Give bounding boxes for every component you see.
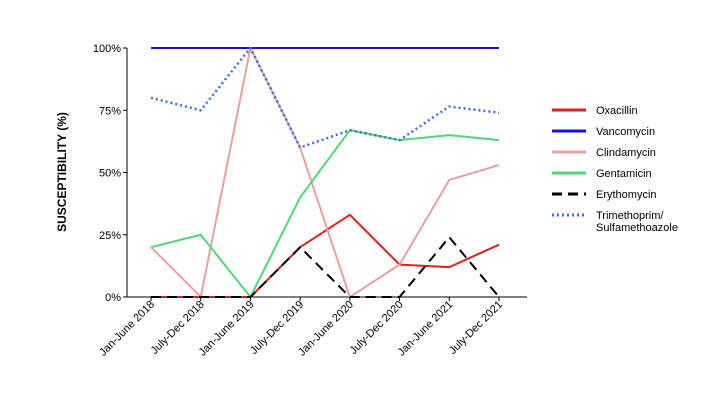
x-tick-label: July-Dec 2021 xyxy=(447,299,505,357)
legend: Oxacillin Vancomycin Clindamycin Gentamicin… xyxy=(552,105,678,234)
series-line-gentamicin xyxy=(150,129,500,298)
legend-label: Trimethoprim/ xyxy=(596,210,664,222)
legend-label: Vancomycin xyxy=(596,126,655,138)
legend-label: Gentamicin xyxy=(596,168,652,180)
y-tick-label: 0% xyxy=(105,292,121,304)
series-line-clindamycin xyxy=(150,47,500,298)
y-tick-label: 75% xyxy=(99,105,121,117)
y-tick-labels: 0% 25% 50% 75% 100% xyxy=(93,43,127,304)
series-lines xyxy=(150,46,500,298)
legend-label: Erythomycin xyxy=(596,189,657,201)
legend-label: Oxacillin xyxy=(596,105,638,117)
y-tick-label: 50% xyxy=(99,168,121,180)
legend-label: Sulfamethoazole xyxy=(596,222,678,234)
legend-label: Clindamycin xyxy=(596,147,656,159)
y-tick-label: 100% xyxy=(93,43,121,55)
y-axis-label: SUSCEPTIBILITY (%) xyxy=(55,112,69,232)
series-line-erythomycin xyxy=(151,236,500,298)
x-tick-label: Jan-June 2018 xyxy=(97,299,157,359)
series-line-trimethoprim-sulfamethoazole xyxy=(150,46,500,149)
y-tick-label: 25% xyxy=(99,230,121,242)
